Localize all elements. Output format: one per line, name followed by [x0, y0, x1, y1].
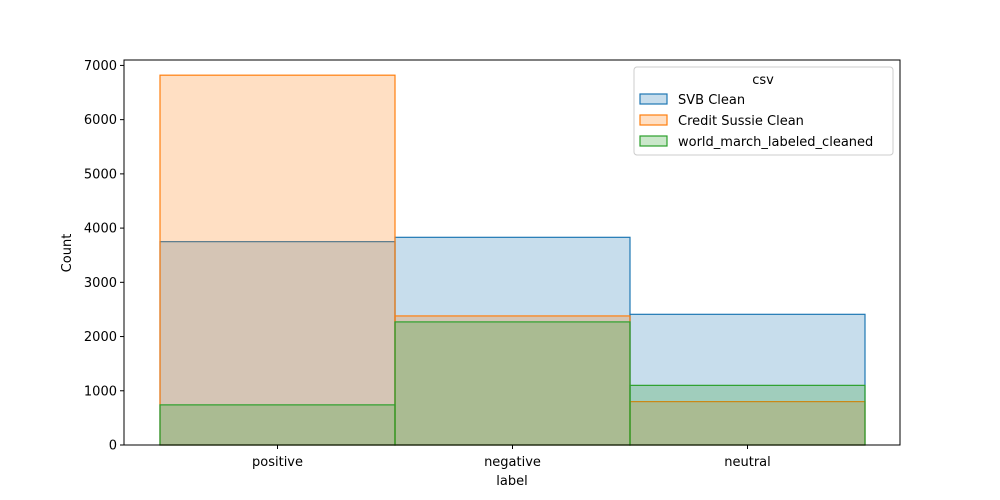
x-tick-label: neutral [724, 455, 771, 470]
y-tick-label: 2000 [84, 330, 117, 345]
bar-positive-series-3 [159, 404, 396, 446]
legend-label: world_march_labeled_cleaned [678, 135, 873, 150]
legend-swatch [639, 93, 668, 105]
bar-positive-series-1 [159, 241, 396, 446]
bar-neutral-series-1 [629, 313, 866, 446]
legend-swatch [639, 114, 668, 126]
y-tick-label: 3000 [84, 276, 117, 291]
x-tick-label: positive [252, 455, 303, 470]
legend-box [633, 66, 894, 156]
bar-negative-series-3 [394, 321, 631, 446]
bar-negative-series-2 [394, 315, 631, 446]
y-axis-label: Count [60, 234, 75, 273]
x-axis-label: label [496, 474, 527, 489]
x-axis: positive negative neutral [252, 445, 771, 470]
y-axis: 0 1000 2000 3000 4000 5000 6000 7000 [84, 59, 124, 454]
legend-label: SVB Clean [678, 93, 745, 108]
y-tick-label: 6000 [84, 113, 117, 128]
y-tick-label: 1000 [84, 384, 117, 399]
legend-swatch [639, 135, 668, 147]
legend-label: Credit Sussie Clean [678, 114, 804, 129]
y-tick-label: 0 [109, 439, 117, 454]
bar-negative-series-1 [394, 236, 631, 446]
bar-positive-series-2 [159, 74, 396, 446]
y-tick-label: 7000 [84, 59, 117, 74]
y-tick-label: 4000 [84, 222, 117, 237]
series-1 [159, 236, 866, 446]
legend-title: csv [752, 73, 774, 88]
bar-neutral-series-3 [629, 384, 866, 446]
y-tick-label: 5000 [84, 167, 117, 182]
legend: csv SVB Clean Credit Sussie Clean world_ma… [633, 66, 894, 156]
series-2 [159, 74, 866, 446]
x-tick-label: negative [484, 455, 541, 470]
